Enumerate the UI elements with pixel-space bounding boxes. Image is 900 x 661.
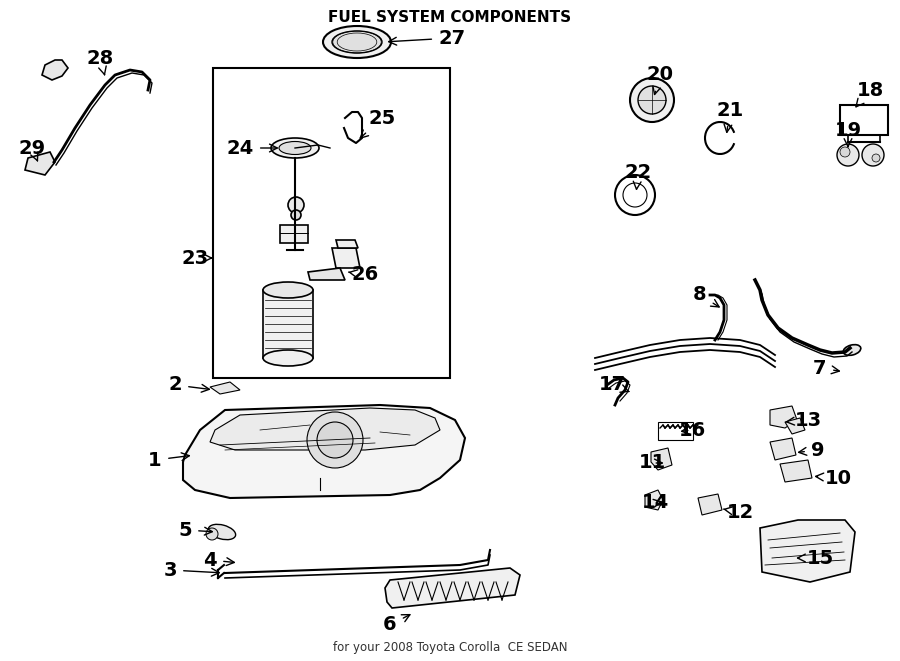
Text: 23: 23: [182, 249, 212, 268]
Text: 7: 7: [814, 358, 840, 377]
Ellipse shape: [209, 524, 236, 539]
Polygon shape: [780, 460, 812, 482]
Text: 8: 8: [693, 286, 719, 307]
Polygon shape: [332, 248, 360, 268]
Text: 1: 1: [148, 451, 189, 469]
Polygon shape: [645, 490, 663, 510]
Text: 11: 11: [638, 453, 666, 473]
Text: 3: 3: [163, 561, 220, 580]
Circle shape: [837, 144, 859, 166]
Bar: [263, 290, 313, 358]
Polygon shape: [42, 60, 68, 80]
Text: 21: 21: [716, 100, 743, 132]
Bar: [658, 422, 693, 440]
Text: 2: 2: [168, 375, 210, 395]
Ellipse shape: [843, 344, 860, 356]
Polygon shape: [336, 240, 358, 248]
Text: for your 2008 Toyota Corolla  CE SEDAN: for your 2008 Toyota Corolla CE SEDAN: [333, 641, 567, 654]
Text: 22: 22: [625, 163, 652, 189]
Circle shape: [307, 412, 363, 468]
Ellipse shape: [206, 528, 218, 540]
Polygon shape: [183, 405, 465, 498]
Text: 16: 16: [679, 420, 706, 440]
Bar: [280, 225, 308, 243]
Ellipse shape: [263, 350, 313, 366]
Text: 26: 26: [348, 266, 379, 284]
Polygon shape: [770, 438, 796, 460]
Polygon shape: [210, 382, 240, 394]
Polygon shape: [698, 494, 722, 515]
Text: 14: 14: [642, 494, 669, 512]
Text: 18: 18: [856, 81, 884, 107]
Circle shape: [291, 210, 301, 220]
Polygon shape: [385, 568, 520, 608]
Ellipse shape: [279, 141, 311, 155]
Text: 9: 9: [798, 440, 824, 459]
Polygon shape: [210, 408, 440, 450]
Text: 13: 13: [787, 410, 822, 430]
Text: 12: 12: [724, 502, 753, 522]
Bar: [840, 105, 888, 135]
Bar: [213, 68, 450, 378]
Text: 29: 29: [18, 139, 46, 161]
Circle shape: [872, 154, 880, 162]
Circle shape: [862, 144, 884, 166]
Text: 25: 25: [360, 108, 396, 138]
Circle shape: [630, 78, 674, 122]
Text: 10: 10: [815, 469, 851, 488]
Text: 15: 15: [797, 549, 833, 568]
Ellipse shape: [271, 138, 319, 158]
Ellipse shape: [263, 282, 313, 298]
Text: 19: 19: [834, 120, 861, 147]
Text: 28: 28: [86, 48, 113, 75]
Polygon shape: [770, 406, 797, 428]
Text: 17: 17: [598, 375, 629, 395]
Circle shape: [288, 197, 304, 213]
Text: 27: 27: [389, 28, 465, 48]
Text: 24: 24: [227, 139, 277, 157]
Polygon shape: [760, 520, 855, 582]
Polygon shape: [25, 152, 55, 175]
Polygon shape: [308, 268, 345, 280]
Polygon shape: [651, 448, 672, 470]
Circle shape: [317, 422, 353, 458]
Text: 20: 20: [646, 65, 673, 95]
Ellipse shape: [332, 31, 382, 53]
Ellipse shape: [323, 26, 391, 58]
Text: FUEL SYSTEM COMPONENTS: FUEL SYSTEM COMPONENTS: [328, 11, 572, 26]
Polygon shape: [785, 418, 805, 434]
Circle shape: [638, 86, 666, 114]
Circle shape: [840, 147, 850, 157]
Text: 4: 4: [203, 551, 234, 570]
Text: 6: 6: [383, 615, 410, 635]
Text: 5: 5: [178, 520, 212, 539]
